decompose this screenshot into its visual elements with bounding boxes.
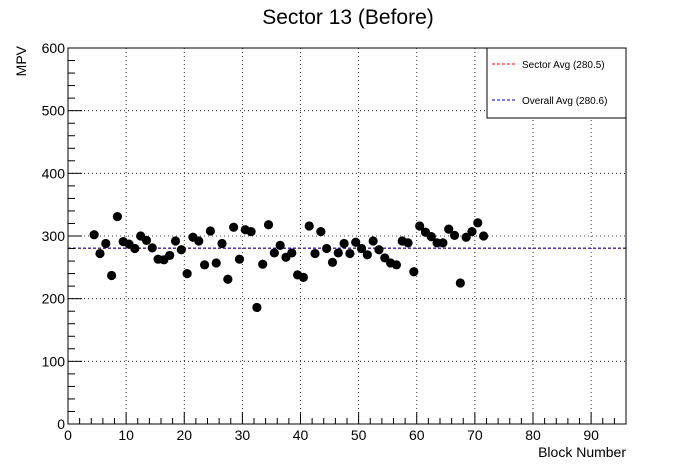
- data-point: [194, 236, 203, 245]
- x-tick-label: 70: [467, 427, 483, 443]
- data-point: [409, 267, 418, 276]
- data-point: [142, 236, 151, 245]
- legend-label: Sector Avg (280.5): [522, 60, 605, 71]
- data-point: [171, 236, 180, 245]
- data-point: [322, 244, 331, 253]
- data-point: [479, 231, 488, 240]
- data-point: [339, 239, 348, 248]
- data-point: [183, 269, 192, 278]
- x-tick-label: 50: [351, 427, 367, 443]
- x-tick-label: 0: [64, 427, 72, 443]
- data-point: [456, 278, 465, 287]
- x-tick-label: 80: [525, 427, 541, 443]
- data-point: [177, 245, 186, 254]
- x-axis-title: Block Number: [538, 444, 626, 460]
- legend: Sector Avg (280.5) Overall Avg (280.6): [487, 48, 626, 118]
- data-point: [107, 271, 116, 280]
- x-tick-label: 10: [118, 427, 134, 443]
- data-point: [270, 248, 279, 257]
- y-tick-label: 300: [42, 228, 66, 244]
- data-point: [217, 239, 226, 248]
- y-tick-label: 100: [42, 353, 66, 369]
- data-point: [246, 227, 255, 236]
- data-point: [258, 260, 267, 269]
- data-point: [403, 238, 412, 247]
- data-point: [101, 239, 110, 248]
- data-point: [212, 258, 221, 267]
- data-point: [467, 227, 476, 236]
- x-tick-label: 20: [176, 427, 192, 443]
- data-point: [450, 231, 459, 240]
- data-point: [345, 249, 354, 258]
- data-point: [229, 223, 238, 232]
- y-tick-label: 500: [42, 103, 66, 119]
- data-point: [95, 249, 104, 258]
- x-tick-label: 30: [235, 427, 251, 443]
- data-point: [305, 221, 314, 230]
- data-point: [369, 236, 378, 245]
- data-point: [334, 248, 343, 257]
- data-point: [130, 244, 139, 253]
- x-tick-label: 40: [293, 427, 309, 443]
- data-point: [299, 273, 308, 282]
- data-point: [328, 258, 337, 267]
- data-point: [276, 241, 285, 250]
- data-point: [206, 226, 215, 235]
- data-point: [113, 212, 122, 221]
- data-point: [287, 248, 296, 257]
- y-tick-label: 200: [42, 291, 66, 307]
- data-point: [363, 250, 372, 259]
- data-point: [438, 238, 447, 247]
- data-point: [252, 303, 261, 312]
- y-axis-title: MPV: [13, 45, 29, 76]
- y-tick-label: 600: [42, 40, 66, 56]
- y-tick-label: 400: [42, 165, 66, 181]
- data-point: [392, 260, 401, 269]
- legend-label: Overall Avg (280.6): [522, 96, 607, 107]
- data-point: [200, 260, 209, 269]
- legend-box: [487, 48, 626, 118]
- x-tick-label: 60: [409, 427, 425, 443]
- data-point: [235, 255, 244, 264]
- data-point: [148, 243, 157, 252]
- y-tick-label: 0: [57, 416, 65, 432]
- data-point: [264, 220, 273, 229]
- data-point: [473, 218, 482, 227]
- chart-title: Sector 13 (Before): [262, 6, 434, 29]
- data-points: [90, 212, 489, 312]
- data-point: [90, 230, 99, 239]
- data-point: [374, 245, 383, 254]
- data-point: [310, 249, 319, 258]
- data-point: [223, 275, 232, 284]
- data-point: [165, 251, 174, 260]
- x-tick-label: 90: [583, 427, 599, 443]
- data-point: [316, 227, 325, 236]
